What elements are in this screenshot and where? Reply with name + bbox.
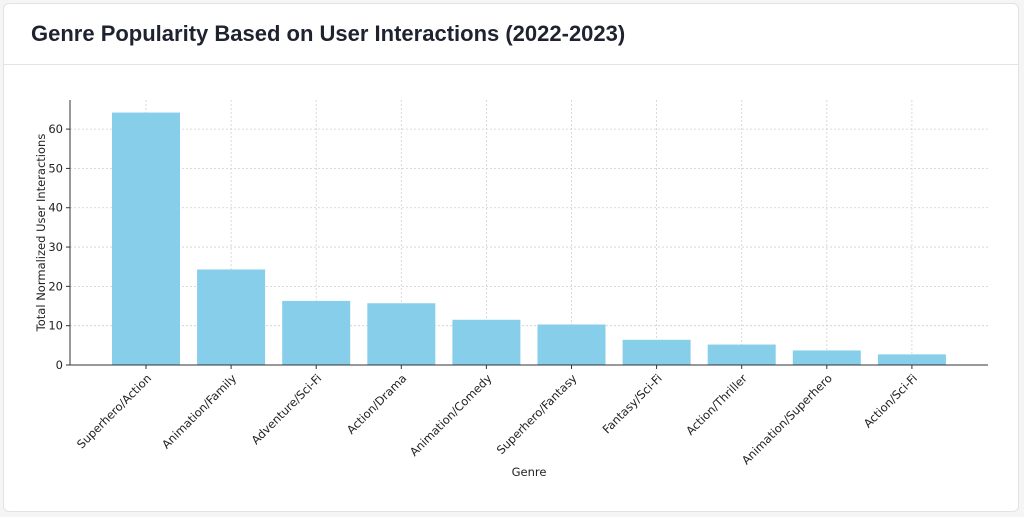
chart-title: Genre Popularity Based on User Interacti…	[31, 21, 626, 46]
y-tick-label: 60	[48, 122, 63, 136]
bars	[112, 112, 946, 365]
x-tick-label: Superhero/Fantasy	[494, 371, 580, 457]
x-tick-label: Superhero/Action	[74, 371, 154, 451]
bar	[792, 350, 861, 365]
x-tick-label: Animation/Superhero	[739, 371, 835, 467]
bar	[452, 319, 521, 365]
x-tick-label: Action/Drama	[344, 371, 410, 437]
bar	[622, 339, 691, 365]
bar	[707, 344, 776, 365]
card-header: Genre Popularity Based on User Interacti…	[4, 4, 1018, 65]
y-tick-label: 0	[56, 358, 63, 372]
x-tick-label: Animation/Family	[159, 371, 239, 451]
x-tick-label: Action/Thriller	[683, 371, 750, 438]
bar	[197, 269, 266, 365]
x-tick-label: Fantasy/Sci-Fi	[600, 371, 665, 436]
x-tick-label: Animation/Comedy	[407, 371, 495, 459]
bar	[112, 112, 180, 365]
bar	[537, 324, 606, 365]
y-tick-label: 10	[48, 319, 63, 333]
y-tick-label: 40	[48, 201, 63, 215]
bar	[877, 354, 946, 365]
x-tick-label: Action/Sci-Fi	[861, 371, 920, 430]
bar	[282, 300, 351, 365]
y-tick-label: 30	[48, 240, 63, 254]
bar	[367, 303, 436, 365]
x-ticks: Superhero/Action Animation/Family Adventur…	[74, 365, 920, 467]
y-ticks: 0 10 20 30 40 50 60	[48, 122, 70, 372]
axes	[69, 100, 988, 366]
x-tick-label: Adventure/Sci-Fi	[248, 371, 324, 447]
y-axis-label: Total Normalized User Interactions	[34, 134, 48, 333]
y-tick-label: 50	[48, 161, 63, 175]
x-axis-label: Genre	[512, 465, 547, 479]
y-tick-label: 20	[48, 279, 63, 293]
